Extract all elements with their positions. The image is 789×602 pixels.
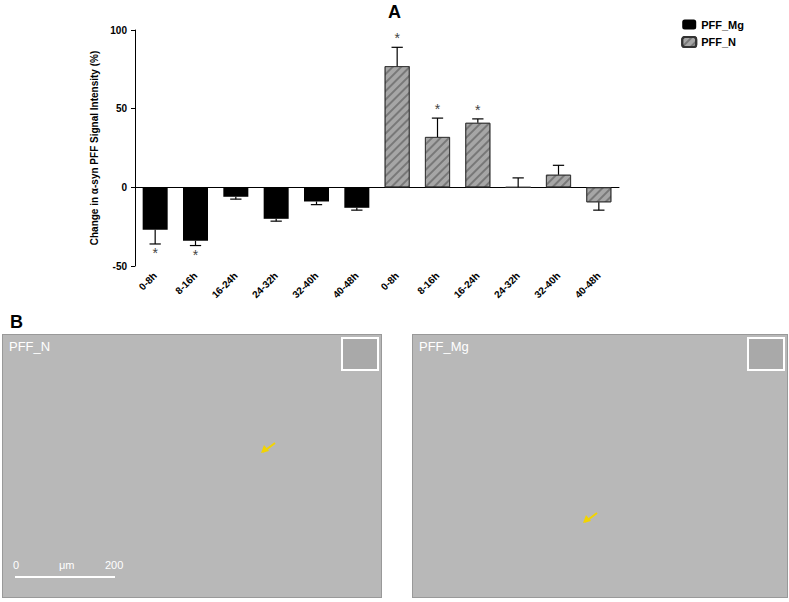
- html-text:200: 200: [105, 559, 124, 571]
- svg-text:*: *: [435, 101, 441, 117]
- svg-text:16-24h: 16-24h: [210, 270, 240, 300]
- svg-text:*: *: [475, 102, 481, 118]
- svg-text:0: 0: [121, 182, 127, 193]
- svg-text:PFF_N: PFF_N: [701, 36, 736, 48]
- html-text:0: 0: [13, 559, 20, 571]
- svg-text:100: 100: [110, 25, 127, 36]
- svg-text:0-8h: 0-8h: [379, 270, 401, 292]
- svg-text:8-16h: 8-16h: [415, 270, 441, 296]
- svg-text:24-32h: 24-32h: [492, 270, 522, 300]
- svg-text:32-40h: 32-40h: [290, 270, 320, 300]
- svg-text:24-32h: 24-32h: [250, 270, 280, 300]
- svg-text:40-48h: 40-48h: [573, 270, 603, 300]
- html-text:PFF_Mg: PFF_Mg: [419, 339, 469, 354]
- html-text:A: A: [388, 2, 401, 22]
- svg-text:PFF_Mg: PFF_Mg: [701, 19, 744, 31]
- svg-text:32-40h: 32-40h: [532, 270, 562, 300]
- svg-text:40-48h: 40-48h: [331, 270, 361, 300]
- svg-text:8-16h: 8-16h: [173, 270, 199, 296]
- svg-text:*: *: [193, 247, 199, 263]
- svg-text:-50: -50: [113, 261, 128, 272]
- html-text:PFF_N: PFF_N: [9, 339, 51, 354]
- html-text:μm: μm: [59, 559, 75, 571]
- svg-text:Change in α-syn PFF Signal Int: Change in α-syn PFF Signal Intensity (%): [89, 51, 100, 246]
- svg-text:*: *: [394, 30, 400, 46]
- svg-text:16-24h: 16-24h: [452, 270, 482, 300]
- svg-text:0-8h: 0-8h: [137, 270, 159, 292]
- html-text:B: B: [10, 312, 23, 332]
- svg-text:50: 50: [116, 103, 128, 114]
- svg-text:*: *: [152, 245, 158, 261]
